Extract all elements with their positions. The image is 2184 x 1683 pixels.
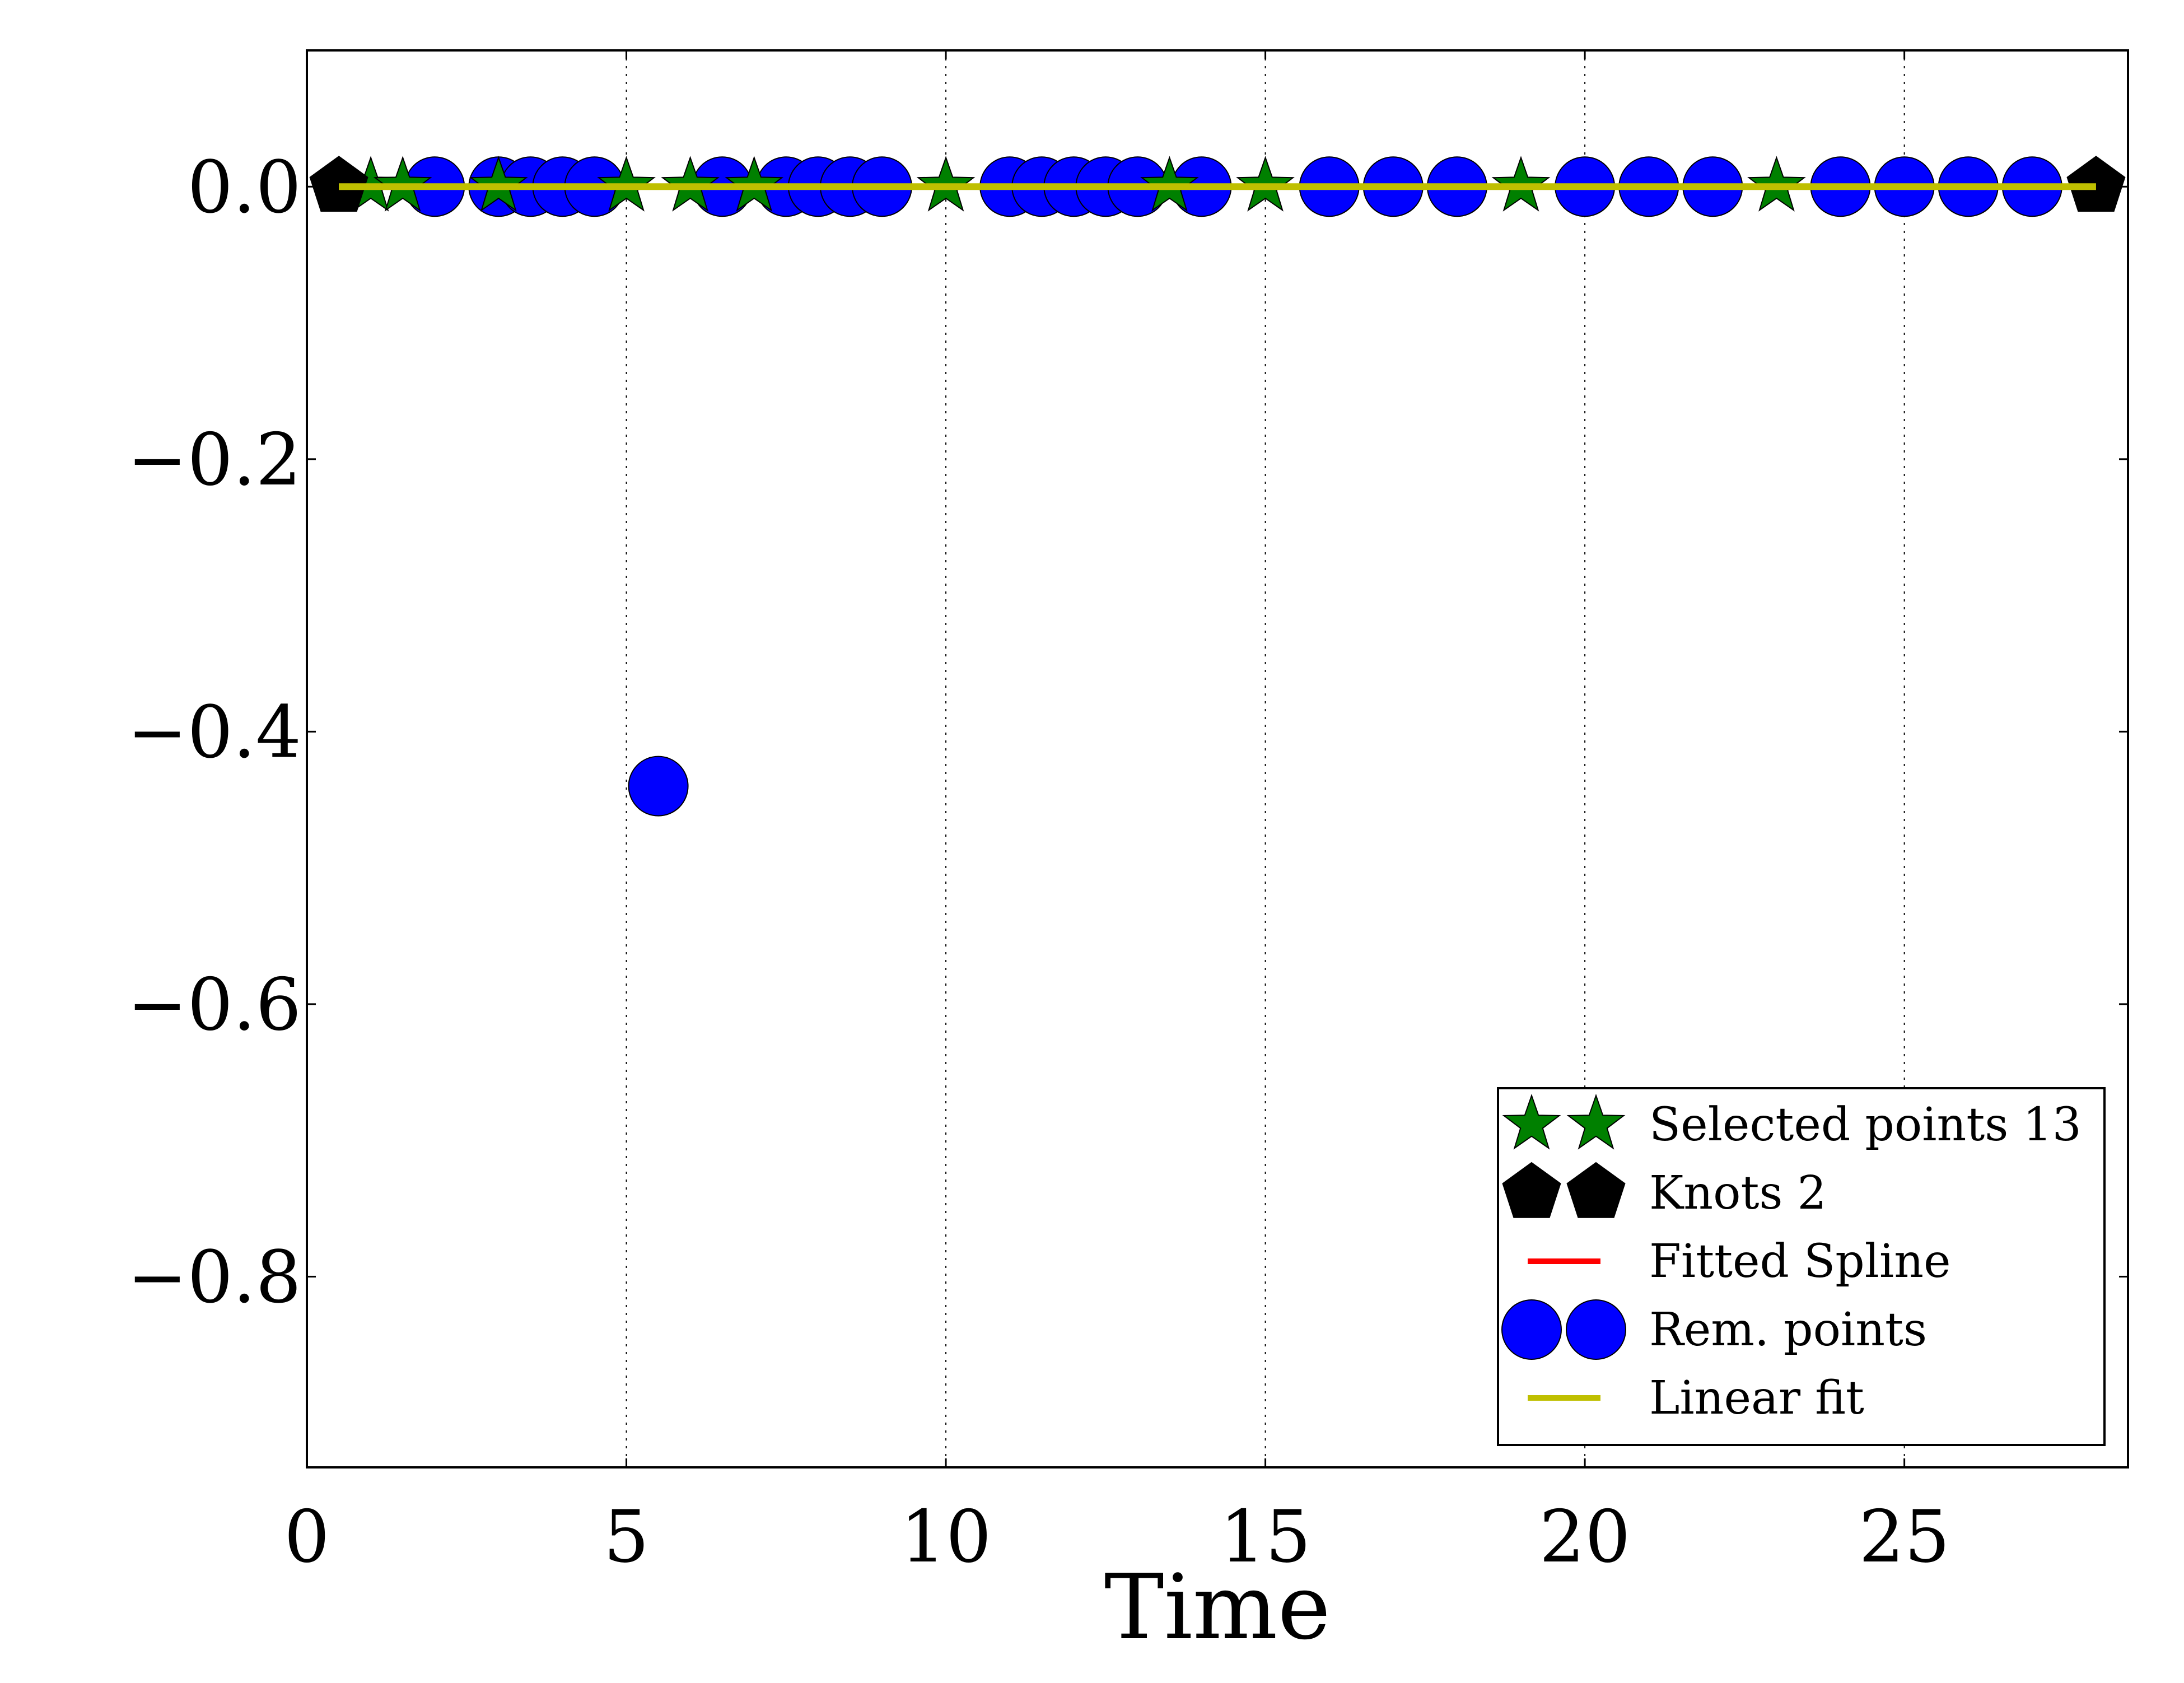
knots-2-point [2066, 156, 2126, 212]
legend-item-rem-points: Rem. points [1501, 1299, 1927, 1360]
y-tick-label: −0.2 [127, 418, 301, 502]
grid-layer [626, 50, 1905, 1467]
data-layer [309, 156, 2126, 817]
x-tick-label: 25 [1859, 1495, 1950, 1579]
legend-box [1497, 1087, 2106, 1446]
legend-label: Selected points 13 [1649, 1098, 2082, 1151]
legend-swatch-marker [1502, 1093, 1561, 1150]
legend-label: Linear fit [1649, 1372, 1864, 1425]
legend-swatch-marker [1566, 1162, 1626, 1218]
x-tick-label: 15 [1220, 1495, 1311, 1579]
series-rem-points [404, 156, 2062, 817]
x-tick-label: 20 [1539, 1495, 1631, 1579]
legend-item-selected-points-13: Selected points 13 [1502, 1093, 2082, 1151]
knots-2-point [309, 156, 368, 212]
y-tick-label: 0.0 [187, 146, 301, 229]
y-tick-label: −0.8 [127, 1236, 301, 1319]
legend-label: Fitted Spline [1649, 1235, 1951, 1288]
series-knots-2 [309, 156, 2126, 212]
x-tick-label: 10 [900, 1495, 992, 1579]
legend-item-linear-fit: Linear fit [1528, 1372, 1864, 1425]
legend-label: Rem. points [1649, 1303, 1927, 1356]
x-axis-title: Time [1104, 1555, 1331, 1659]
rem-points-point [628, 756, 689, 817]
legend-swatch-marker [1501, 1299, 1562, 1360]
legend-item-fitted-spline: Fitted Spline [1528, 1235, 1951, 1288]
x-tick-label: 0 [284, 1495, 329, 1579]
legend-label: Knots 2 [1649, 1167, 1827, 1220]
legend-swatch-marker [1566, 1299, 1626, 1360]
legend-item-knots-2: Knots 2 [1502, 1162, 1827, 1220]
labels-layer: 0 5 10 15 20 25 0.0 −0.2 −0.4 −0.6 −0.8 [127, 146, 1950, 1579]
legend: Selected points 13 Knots 2 Fitted Spline Re… [1497, 1087, 2106, 1446]
y-tick-label: −0.4 [127, 691, 301, 774]
legend-swatch-marker [1566, 1093, 1626, 1150]
plot-frame [306, 49, 2129, 1468]
legend-swatch-marker [1502, 1162, 1561, 1218]
y-tick-label: −0.6 [127, 963, 301, 1047]
x-tick-label: 5 [604, 1495, 649, 1579]
